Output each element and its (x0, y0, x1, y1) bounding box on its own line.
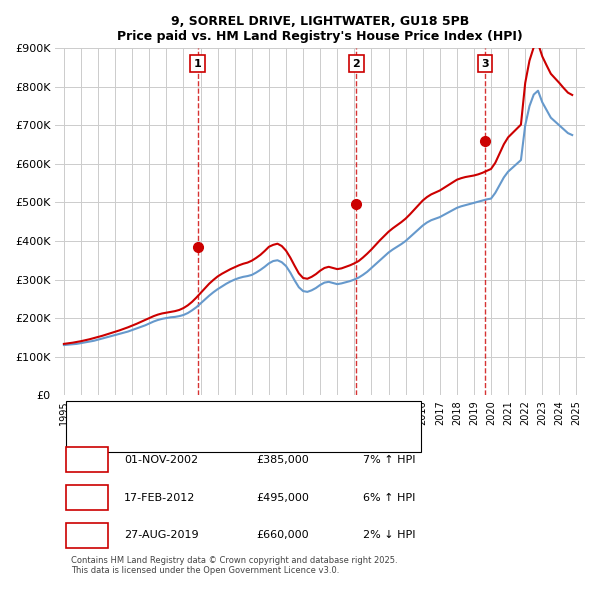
Text: 3: 3 (83, 529, 91, 542)
Text: 2: 2 (353, 59, 360, 69)
Text: 9, SORREL DRIVE, LIGHTWATER, GU18 5PB (detached house): 9, SORREL DRIVE, LIGHTWATER, GU18 5PB (d… (124, 411, 422, 421)
Text: £660,000: £660,000 (257, 530, 309, 540)
Text: 2: 2 (83, 491, 92, 504)
Text: 6% ↑ HPI: 6% ↑ HPI (362, 493, 415, 503)
FancyBboxPatch shape (66, 447, 109, 473)
Text: 2% ↓ HPI: 2% ↓ HPI (362, 530, 415, 540)
Text: 01-NOV-2002: 01-NOV-2002 (124, 455, 199, 465)
Text: £495,000: £495,000 (257, 493, 310, 503)
Text: Contains HM Land Registry data © Crown copyright and database right 2025.
This d: Contains HM Land Registry data © Crown c… (71, 556, 398, 575)
FancyBboxPatch shape (66, 401, 421, 452)
Text: £385,000: £385,000 (257, 455, 310, 465)
FancyBboxPatch shape (66, 523, 109, 548)
Text: 7% ↑ HPI: 7% ↑ HPI (362, 455, 415, 465)
Text: 27-AUG-2019: 27-AUG-2019 (124, 530, 199, 540)
Text: HPI: Average price, detached house, Surrey Heath: HPI: Average price, detached house, Surr… (124, 432, 370, 442)
Text: 1: 1 (83, 453, 92, 466)
Text: 1: 1 (194, 59, 202, 69)
Title: 9, SORREL DRIVE, LIGHTWATER, GU18 5PB
Price paid vs. HM Land Registry's House Pr: 9, SORREL DRIVE, LIGHTWATER, GU18 5PB Pr… (118, 15, 523, 43)
Text: 17-FEB-2012: 17-FEB-2012 (124, 493, 196, 503)
Text: 3: 3 (481, 59, 489, 69)
FancyBboxPatch shape (66, 485, 109, 510)
